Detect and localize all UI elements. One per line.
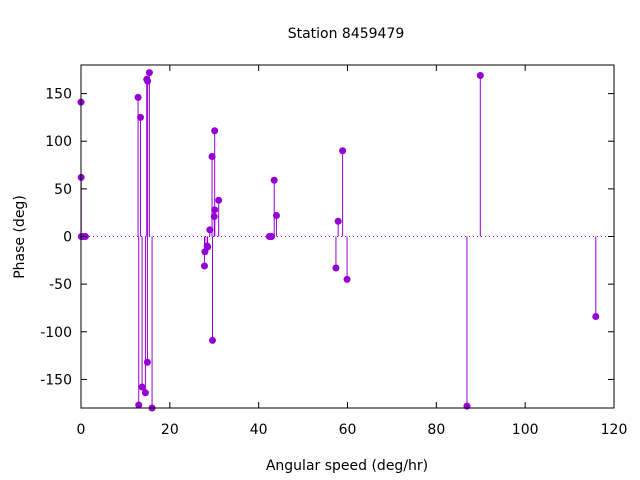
data-point-13 (145, 69, 153, 77)
x-axis-ticks: 0 20 40 60 80 100 120 (77, 65, 628, 438)
data-point-15 (200, 262, 208, 270)
x-tick-label: 60 (339, 422, 357, 438)
data-point-18 (204, 243, 212, 251)
data-point-34 (463, 402, 471, 410)
x-axis-label: Angular speed (deg/hr) (266, 458, 428, 474)
data-point-21 (208, 336, 216, 344)
x-tick-label: 80 (427, 422, 445, 438)
data-point-29 (272, 212, 280, 220)
data-point-8 (138, 383, 146, 391)
y-tick-label: 50 (54, 182, 72, 198)
data-point-7 (137, 113, 145, 121)
x-tick-label: 20 (161, 422, 179, 438)
data-point-24 (211, 127, 219, 135)
data-point-25 (215, 196, 223, 204)
x-tick-label: 0 (77, 422, 86, 438)
y-tick-label: 100 (45, 134, 72, 150)
y-axis-label: Phase (deg) (12, 195, 28, 279)
data-point-36 (592, 313, 600, 321)
data-point-33 (343, 275, 351, 283)
data-point-22 (210, 212, 218, 220)
data-point-23 (211, 206, 219, 214)
data-point-31 (334, 217, 342, 225)
y-tick-label: -50 (49, 277, 72, 293)
data-point-19 (206, 226, 214, 234)
data-points (77, 69, 600, 412)
y-tick-label: 0 (63, 230, 72, 246)
y-axis-ticks: -150 -100 -50 0 50 100 150 (40, 87, 614, 388)
data-point-30 (332, 264, 340, 272)
impulse-lines (80, 72, 597, 408)
y-tick-label: -100 (40, 325, 72, 341)
data-point-6 (135, 401, 143, 409)
data-point-5 (134, 93, 142, 101)
x-tick-label: 120 (601, 422, 628, 438)
data-point-20 (208, 152, 216, 160)
data-point-11 (143, 358, 151, 366)
data-point-35 (476, 71, 484, 79)
x-tick-label: 40 (250, 422, 268, 438)
data-point-12 (144, 77, 152, 85)
y-tick-label: 150 (45, 87, 72, 103)
data-point-32 (339, 147, 347, 155)
x-tick-label: 100 (512, 422, 539, 438)
data-point-28 (270, 176, 278, 184)
chart-title: Station 8459479 (288, 26, 405, 42)
data-point-27 (268, 233, 276, 240)
data-point-9 (141, 389, 149, 397)
y-tick-label: -150 (40, 372, 72, 388)
